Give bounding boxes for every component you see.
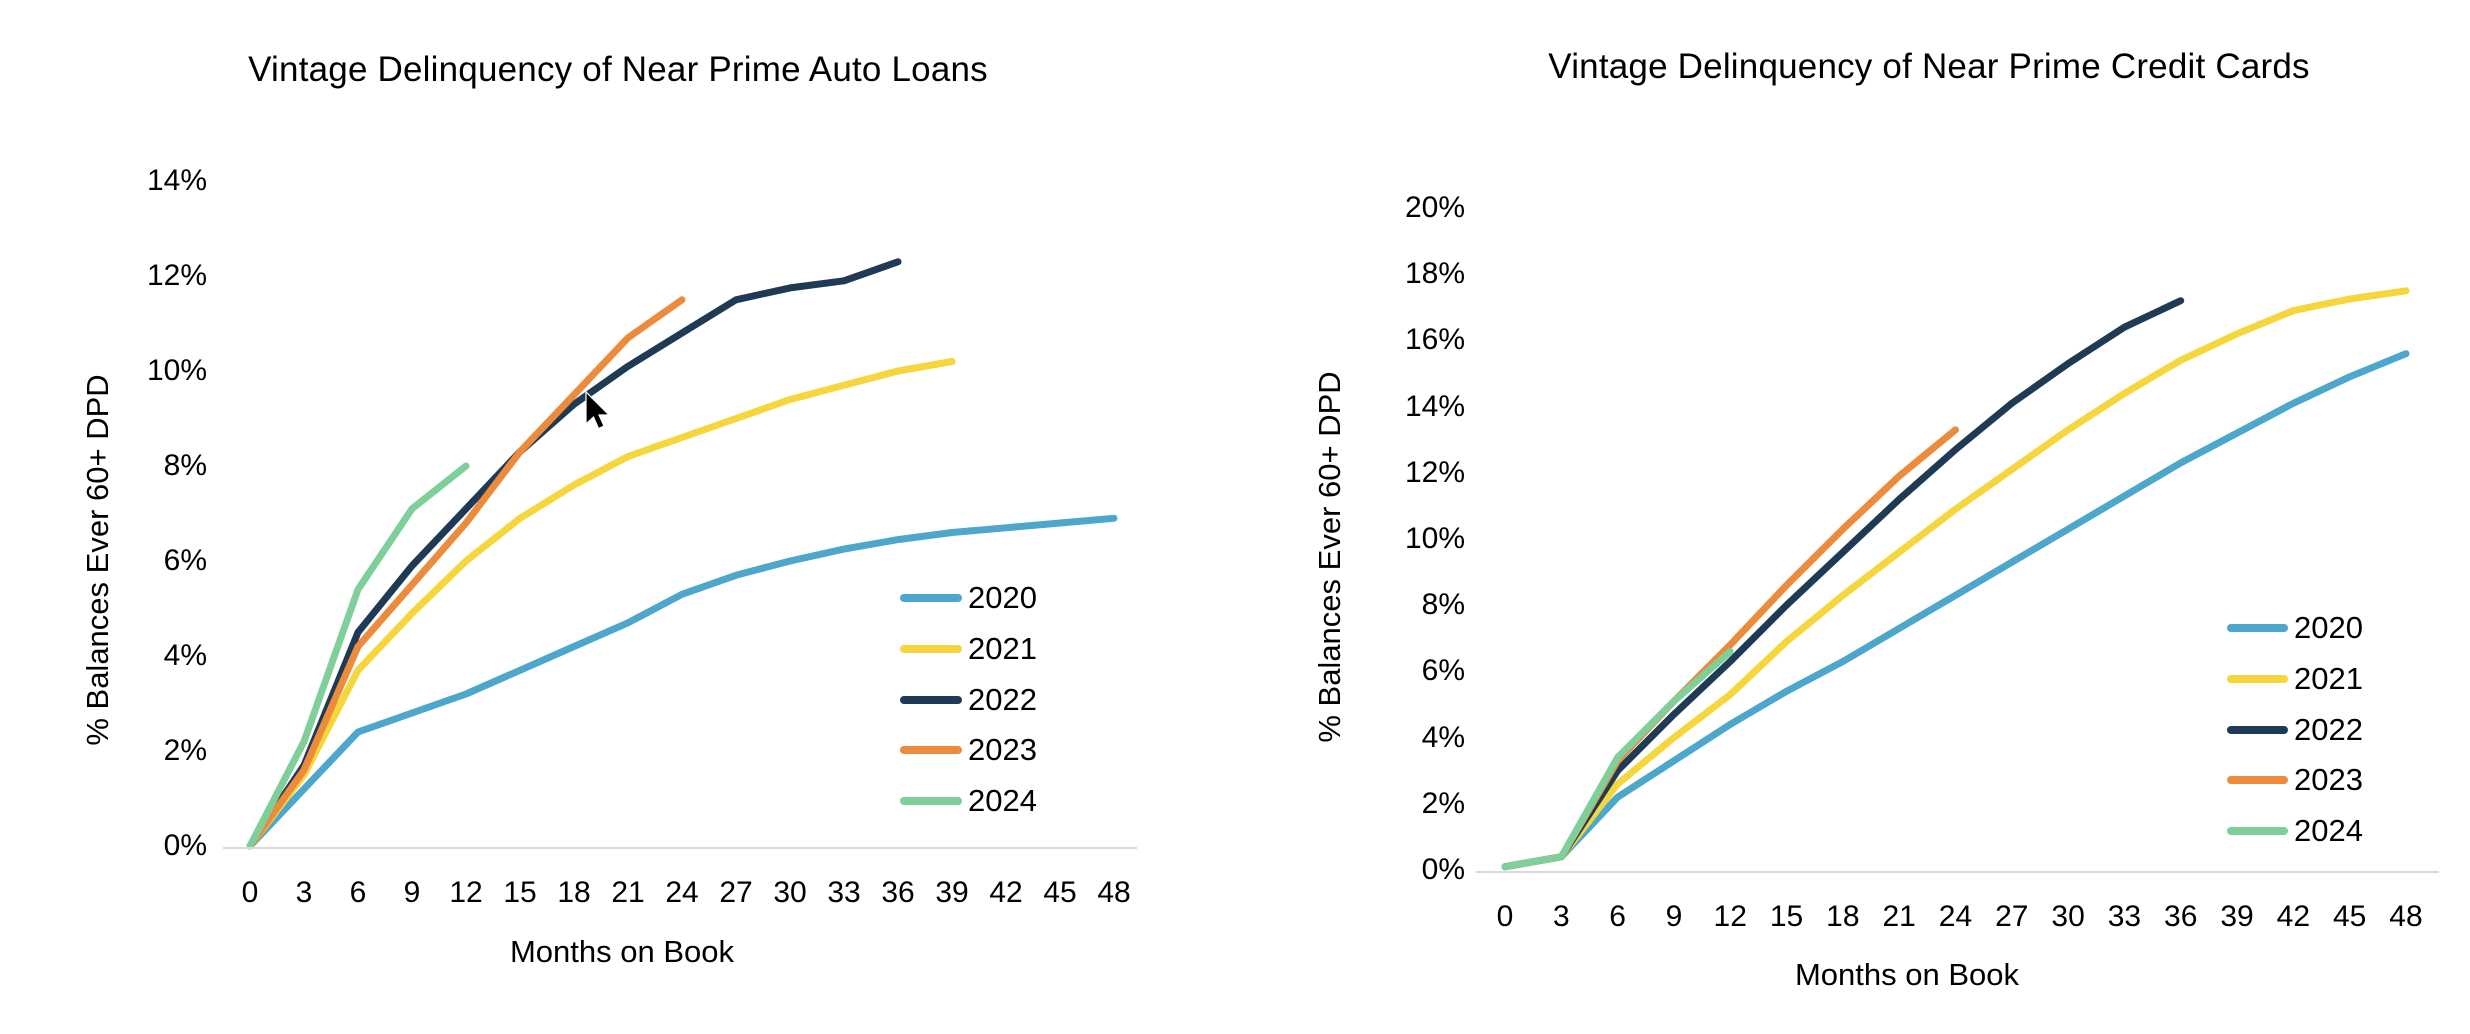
x-tick-label: 33	[827, 876, 861, 909]
series-line-2024	[246, 462, 470, 850]
legend-label-2020: 2020	[2294, 610, 2363, 645]
x-tick-label: 24	[665, 876, 699, 909]
legend-label-2024: 2024	[2294, 813, 2363, 848]
y-tick-label: 2%	[1421, 786, 1465, 820]
x-tick-label: 0	[1496, 900, 1514, 933]
legend-label-2021: 2021	[968, 630, 1037, 666]
y-tick-label: 8%	[163, 449, 207, 482]
x-tick-label: 24	[1938, 900, 1973, 933]
credit-cards-chart-title: Vintage Delinquency of Near Prime Credit…	[1548, 47, 2310, 86]
y-tick-label: 6%	[1421, 654, 1465, 688]
credit-cards-y-axis-title: % Balances Ever 60+ DPD	[1312, 371, 1347, 743]
y-tick-label: 20%	[1404, 191, 1465, 224]
legend-swatch-2022	[900, 695, 962, 704]
y-tick-label: 12%	[1404, 455, 1465, 489]
y-tick-label: 12%	[146, 259, 207, 292]
mouse-cursor-icon	[585, 391, 611, 430]
x-tick-label: 15	[503, 876, 537, 909]
x-tick-label: 42	[989, 876, 1023, 909]
x-tick-label: 45	[2332, 900, 2367, 933]
y-tick-label: 4%	[1421, 720, 1465, 754]
legend-swatch-2020	[900, 594, 962, 602]
x-tick-label: 27	[1995, 900, 2029, 933]
series-line-2023	[1501, 426, 1959, 871]
legend-swatch-2022	[2227, 725, 2288, 734]
legend-swatch-2023	[2227, 776, 2288, 785]
y-tick-label: 14%	[1404, 389, 1465, 423]
x-tick-label: 9	[403, 876, 421, 909]
x-tick-label: 48	[1097, 876, 1131, 909]
x-tick-label: 18	[1826, 900, 1860, 933]
legend-swatch-2021	[900, 644, 962, 653]
y-tick-label: 18%	[1404, 257, 1465, 291]
x-axis-line	[223, 847, 1137, 849]
credit-cards-x-axis-title: Months on Book	[1794, 957, 2020, 992]
x-tick-label: 36	[881, 876, 915, 909]
x-tick-label: 39	[935, 876, 969, 909]
x-tick-label: 39	[2220, 900, 2254, 933]
x-tick-label: 12	[1713, 900, 1747, 933]
legend-swatch-2023	[900, 746, 962, 755]
series-line-2022	[246, 258, 902, 850]
x-tick-label: 6	[349, 876, 367, 909]
y-tick-label: 14%	[146, 164, 207, 197]
y-tick-label: 0%	[163, 829, 207, 862]
y-tick-label: 8%	[1421, 588, 1465, 622]
auto-loans-x-axis-title: Months on Book	[509, 934, 735, 969]
y-tick-label: 6%	[163, 544, 207, 577]
x-tick-label: 18	[557, 876, 591, 909]
y-tick-label: 10%	[146, 354, 207, 387]
y-tick-label: 0%	[1421, 853, 1465, 886]
legend-swatch-2024	[2227, 827, 2288, 835]
y-tick-label: 16%	[1404, 323, 1465, 357]
y-tick-label: 2%	[163, 734, 207, 767]
x-axis-line	[1476, 871, 2439, 873]
series-line-2022	[1501, 297, 2185, 871]
legend-swatch-2021	[2227, 674, 2288, 683]
legend-label-2020: 2020	[968, 580, 1037, 615]
legend-label-2022: 2022	[2294, 711, 2363, 747]
x-tick-label: 15	[1769, 900, 1804, 933]
legend-swatch-2024	[900, 797, 962, 805]
x-tick-label: 48	[2389, 900, 2423, 933]
legend-label-2023: 2023	[968, 732, 1037, 768]
series-line-2020	[1501, 350, 2410, 871]
y-tick-label: 10%	[1404, 522, 1465, 555]
legend-label-2024: 2024	[968, 783, 1037, 818]
x-tick-label: 3	[295, 876, 313, 909]
x-tick-label: 0	[241, 876, 259, 909]
x-tick-label: 42	[2276, 900, 2311, 933]
x-tick-label: 45	[1043, 876, 1077, 909]
y-tick-label: 4%	[163, 639, 207, 672]
x-tick-label: 9	[1665, 900, 1683, 933]
x-tick-label: 30	[773, 876, 807, 909]
x-tick-label: 36	[2164, 900, 2198, 933]
x-tick-label: 12	[449, 876, 483, 909]
series-line-2024	[1501, 648, 1734, 871]
x-tick-label: 21	[611, 876, 645, 909]
auto-loans-chart-title: Vintage Delinquency of Near Prime Auto L…	[248, 50, 988, 89]
x-tick-label: 6	[1609, 900, 1626, 933]
legend-label-2023: 2023	[2294, 762, 2363, 798]
x-tick-label: 33	[2107, 900, 2142, 933]
auto-loans-y-axis-title: % Balances Ever 60+ DPD	[80, 374, 115, 746]
x-tick-label: 30	[2051, 900, 2085, 933]
x-tick-label: 27	[719, 876, 753, 909]
legend-label-2021: 2021	[2294, 660, 2363, 696]
x-tick-label: 21	[1882, 900, 1916, 933]
x-tick-label: 3	[1552, 900, 1570, 933]
legend-swatch-2020	[2227, 624, 2288, 632]
legend-label-2022: 2022	[968, 681, 1037, 717]
series-line-2023	[246, 296, 686, 850]
